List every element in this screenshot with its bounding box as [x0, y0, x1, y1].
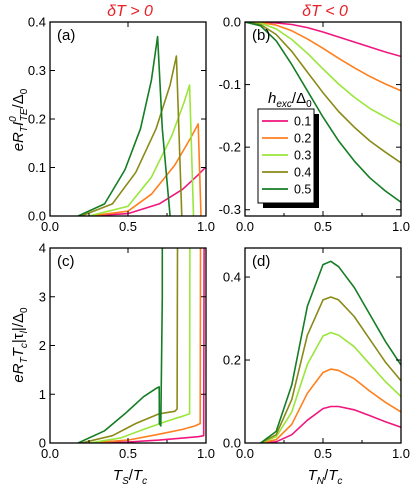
- y-tick-label: 0.1: [28, 160, 46, 175]
- panel-label: (a): [57, 27, 75, 44]
- y-tick-label: 0.0: [223, 436, 241, 451]
- series-group: [77, 248, 205, 443]
- series-line-0.1: [245, 22, 401, 58]
- series-line-0.3: [88, 84, 195, 216]
- panel-2: 0.0 0.5 1.0 0.0 -0.1 -0.2 -0.3 (b): [219, 15, 410, 235]
- series-line-0.1: [88, 166, 206, 216]
- x-tick-label: 0.5: [314, 446, 332, 461]
- series-line-0.5: [260, 260, 401, 443]
- series-line-0.4: [245, 22, 401, 164]
- panel-label: (d): [252, 253, 270, 270]
- series-line-0.3: [88, 248, 191, 443]
- series-line-0.3: [260, 331, 401, 443]
- plot-frame: [49, 247, 207, 444]
- legend-title: hexc/Δ0: [268, 90, 312, 110]
- series-line-0.4: [260, 296, 401, 443]
- legend-label-0.4: 0.4: [294, 166, 311, 180]
- x-tick-label: 1.0: [197, 219, 215, 234]
- panel-1: 0.0 0.5 1.0 0.0 0.1 0.2 0.3 0.4 (a): [28, 15, 215, 235]
- series-line-0.4: [80, 55, 183, 216]
- panel-label: (b): [252, 27, 270, 44]
- panel-label: (c): [57, 253, 75, 270]
- plot-frame: [49, 21, 207, 217]
- series-line-0.1: [88, 248, 205, 443]
- y-tick-label: 0.2: [28, 112, 46, 127]
- x-tick-label: 0.0: [41, 446, 59, 461]
- x-tick-label: 0.5: [314, 219, 332, 234]
- x-tick-label: 1.0: [392, 446, 410, 461]
- y-tick-label: 0.3: [28, 63, 46, 78]
- x-tick-label: 0.0: [236, 446, 254, 461]
- ylabel-top: eRTI0TE/Δ0: [8, 88, 30, 151]
- x-tick-label: 0.0: [41, 219, 59, 234]
- plot-frame: [244, 247, 402, 444]
- ylabel-bottom: eRTTc|τl|/Δ0: [10, 307, 30, 383]
- y-tick-label: 0: [39, 436, 46, 451]
- series-line-0.5: [77, 248, 164, 443]
- xlabel-tn: TN/Tc: [308, 467, 343, 487]
- panel-3: 0.0 0.5 1.0 0 1 2 3 4 (c): [39, 241, 215, 462]
- x-tick-label: 0.5: [119, 446, 137, 461]
- legend-label-0.5: 0.5: [294, 183, 311, 197]
- x-tick-label: 0.0: [236, 219, 254, 234]
- series-group: [260, 260, 401, 443]
- panels: 0.0 0.5 1.0 0.0 0.1 0.2 0.3 0.4 (a) 0.0 0.5 1.0 0.0 -…: [28, 15, 410, 462]
- y-tick-label: 0.2: [223, 353, 241, 368]
- y-tick-label: -0.3: [219, 202, 241, 217]
- x-tick-label: 0.5: [119, 219, 137, 234]
- y-tick-label: -0.1: [219, 77, 241, 92]
- xlabel-ts: TS/Tc: [113, 467, 147, 487]
- series-line-0.5: [77, 35, 171, 216]
- y-tick-label: 4: [39, 241, 46, 256]
- x-tick-label: 1.0: [197, 446, 215, 461]
- legend: hexc/Δ0 0.1 0.2 0.3 0.4 0.5: [257, 90, 319, 208]
- legend-label-0.1: 0.1: [294, 115, 311, 129]
- y-tick-label: 1: [39, 387, 46, 402]
- series-line-0.2: [88, 248, 202, 443]
- title-dt-positive: δT > 0: [107, 3, 153, 20]
- y-tick-label: 0.0: [223, 15, 241, 30]
- panel-4: 0.0 0.5 1.0 0.0 0.2 0.4 (d): [223, 247, 410, 461]
- series-line-0.3: [245, 22, 401, 127]
- legend-label-0.3: 0.3: [294, 149, 311, 163]
- legend-box: [257, 108, 315, 204]
- series-line-0.2: [245, 22, 401, 92]
- series-group: [77, 35, 206, 216]
- y-tick-label: 0.0: [28, 209, 46, 224]
- legend-label-0.2: 0.2: [294, 132, 311, 146]
- series-line-0.2: [260, 368, 401, 443]
- series-group: [245, 22, 401, 203]
- series-line-0.1: [260, 405, 401, 443]
- y-tick-label: 2: [39, 338, 46, 353]
- series-line-0.5: [245, 22, 401, 203]
- x-tick-label: 1.0: [392, 219, 410, 234]
- y-tick-label: 0.4: [223, 270, 241, 285]
- y-tick-label: 0.4: [28, 15, 46, 30]
- y-tick-label: 3: [39, 289, 46, 304]
- title-dt-negative: δT < 0: [302, 3, 348, 20]
- y-tick-label: -0.2: [219, 140, 241, 155]
